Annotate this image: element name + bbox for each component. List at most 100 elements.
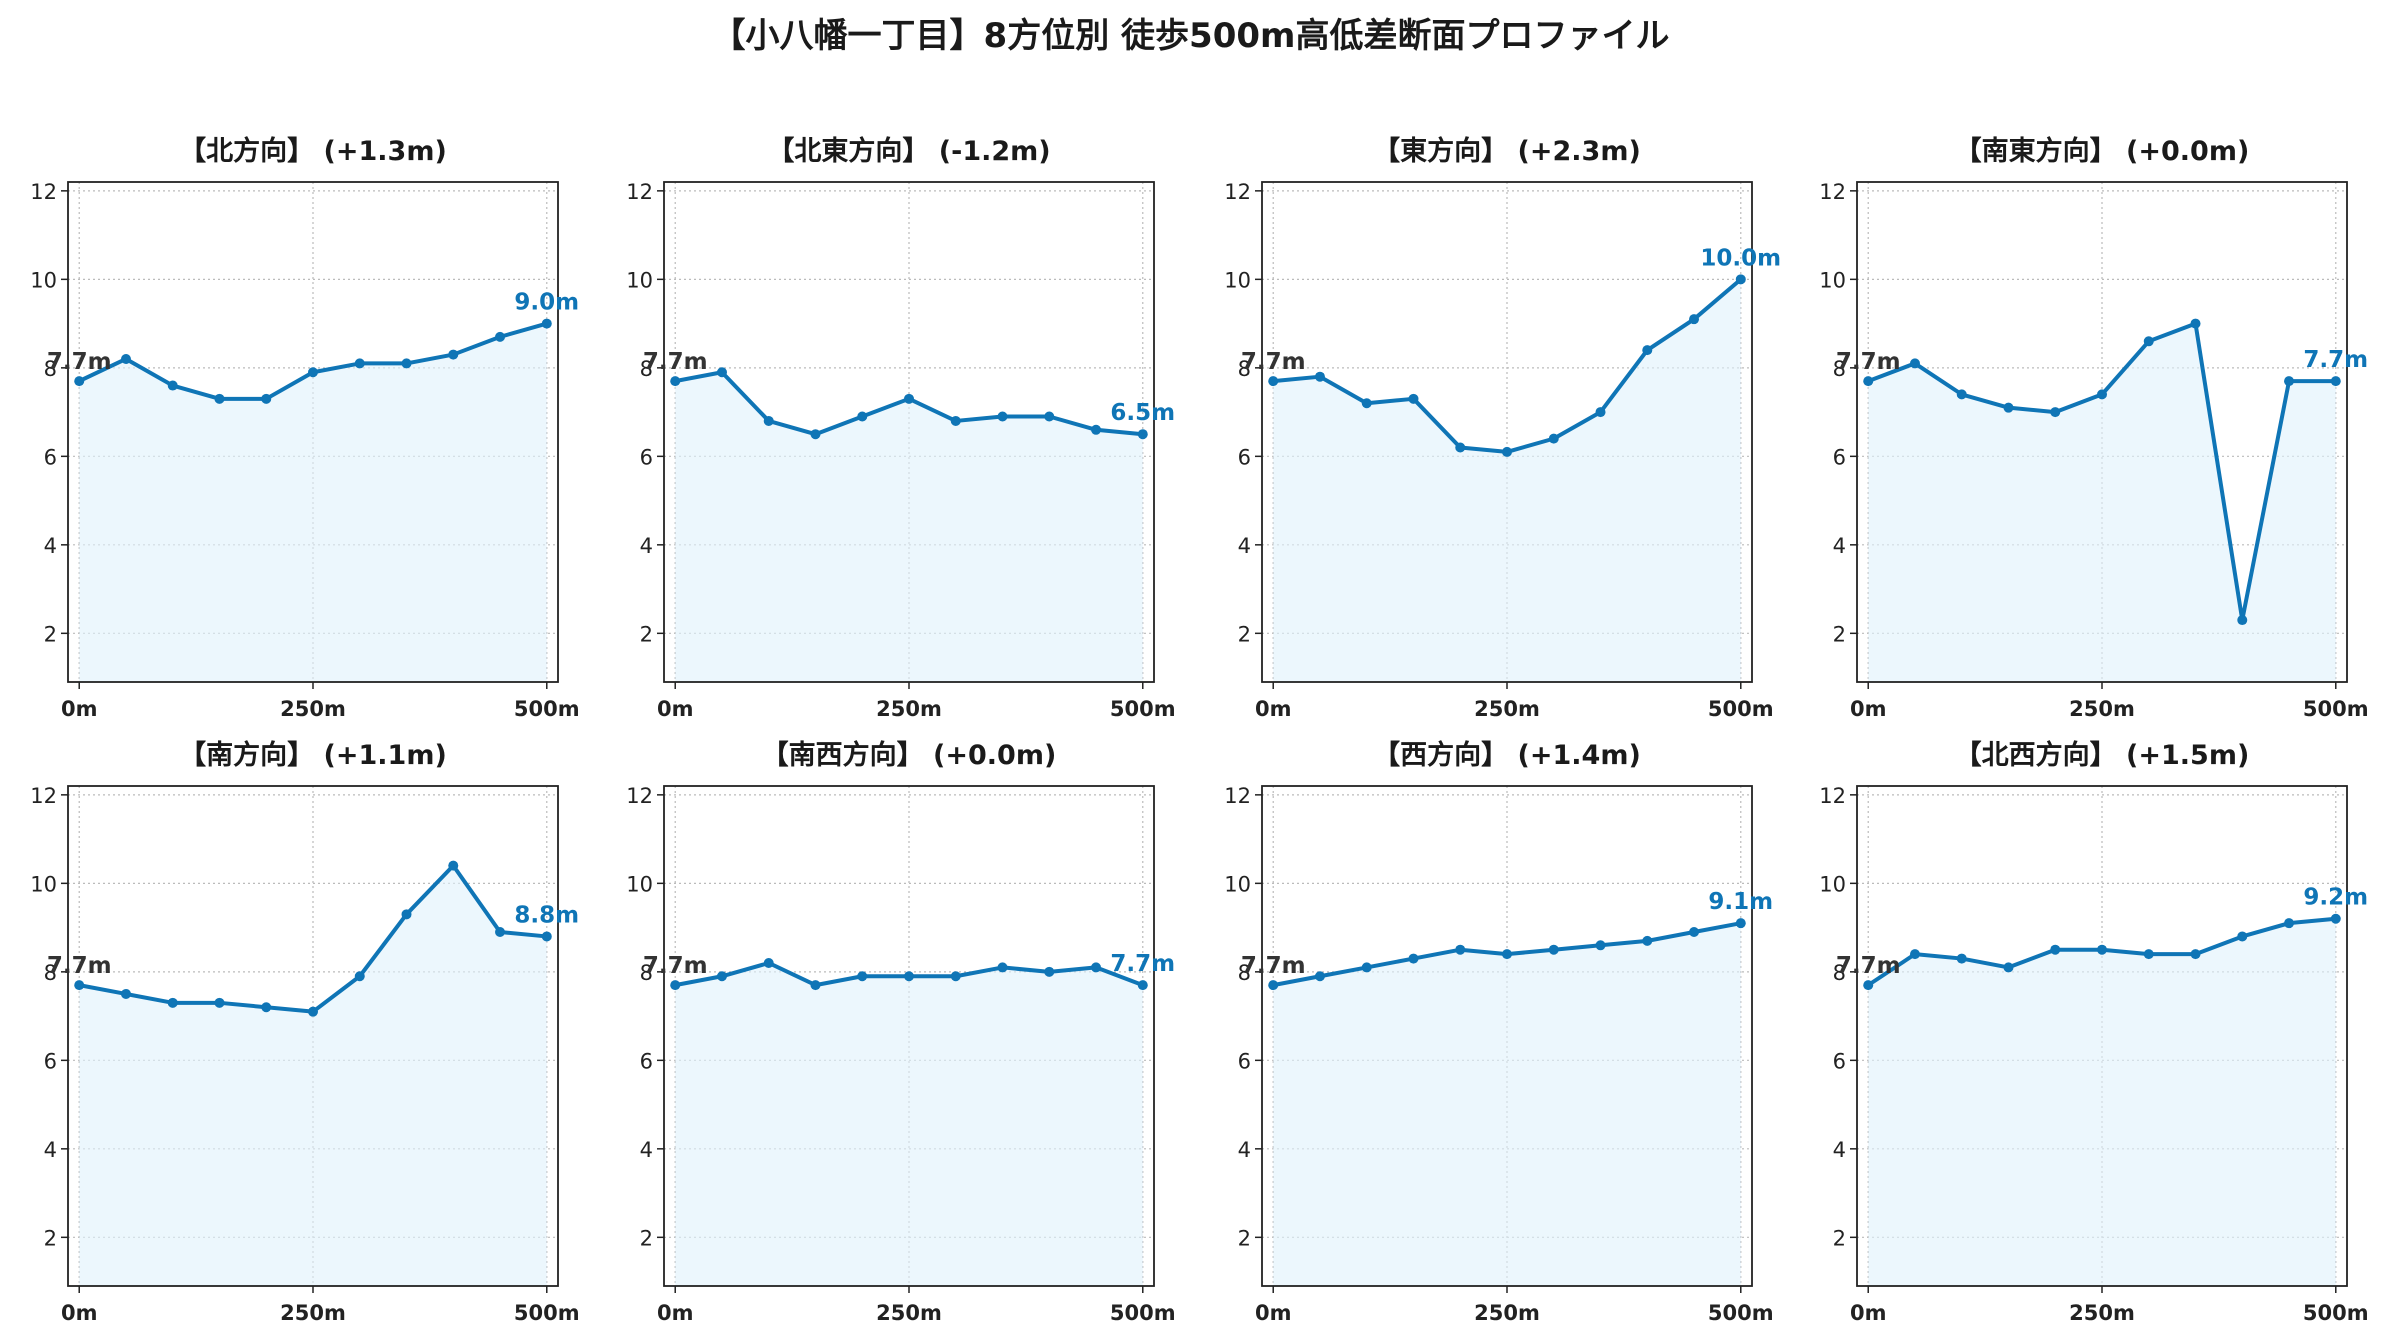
data-point [1137, 429, 1148, 440]
data-point [1455, 442, 1466, 453]
chart-panel-8: 【北西方向】 (+1.5m) 2 4 6 8 10 12 0m 250m 500m 7.7m 9.2m [1819, 739, 2368, 1325]
start-value-label: 7.7m [47, 349, 112, 375]
y-tick-label: 2 [1238, 622, 1251, 646]
y-tick-label: 8 [640, 357, 653, 381]
panel-title: 【西方向】 (+1.4m) [1373, 739, 1641, 771]
y-tick-label: 12 [626, 784, 653, 808]
panel-title: 【北西方向】 (+1.5m) [1955, 739, 2250, 771]
profile-area [1868, 323, 2336, 682]
data-point [495, 927, 506, 938]
x-tick-label: 250m [280, 697, 346, 721]
profile-area [79, 865, 547, 1286]
y-tick-label: 10 [1224, 872, 1251, 896]
x-tick-label: 0m [61, 1301, 98, 1325]
end-value-label: 9.2m [2303, 885, 2368, 911]
y-tick-label: 2 [44, 1226, 57, 1250]
data-point [2284, 918, 2295, 929]
data-point [1863, 376, 1874, 387]
data-point [1455, 944, 1466, 955]
start-value-label: 7.7m [1241, 953, 1306, 979]
data-point [120, 353, 131, 364]
y-tick-label: 2 [640, 1226, 653, 1250]
chart-panel-2: 【北東方向】 (-1.2m) 2 4 6 8 10 12 0m 250m 500m 7.7m 6.5m [626, 135, 1175, 721]
x-tick-label: 500m [1708, 1301, 1774, 1325]
y-tick-label: 2 [44, 622, 57, 646]
start-value-label: 7.7m [47, 953, 112, 979]
x-tick-label: 500m [1110, 697, 1176, 721]
start-value-label: 7.7m [1836, 349, 1901, 375]
profile-area [1273, 279, 1741, 682]
x-tick-label: 250m [876, 697, 942, 721]
y-tick-label: 6 [1833, 445, 1846, 469]
data-point [2330, 913, 2341, 924]
data-point [1091, 962, 1102, 973]
data-point [2003, 402, 2014, 413]
end-value-label: 7.7m [1110, 951, 1175, 977]
start-value-label: 7.7m [1836, 953, 1901, 979]
data-point [2190, 949, 2201, 960]
data-point [1689, 927, 1700, 938]
x-tick-label: 0m [1255, 1301, 1292, 1325]
data-point [1314, 371, 1325, 382]
data-point [1044, 411, 1055, 422]
data-point [1735, 274, 1746, 285]
data-point [2237, 615, 2248, 626]
y-tick-label: 6 [640, 445, 653, 469]
data-point [810, 429, 821, 440]
data-point [308, 367, 318, 378]
chart-panel-4: 【南東方向】 (+0.0m) 2 4 6 8 10 12 0m 250m 500m 7.7m 7.7m [1819, 135, 2368, 721]
profile-area [1868, 918, 2336, 1286]
panel-title: 【南東方向】 (+0.0m) [1955, 135, 2250, 167]
x-tick-label: 250m [876, 1301, 942, 1325]
y-tick-label: 4 [1238, 534, 1251, 558]
data-point [716, 971, 727, 982]
data-point [1268, 980, 1279, 991]
y-tick-label: 6 [44, 1049, 57, 1073]
y-tick-label: 10 [1819, 872, 1846, 896]
y-tick-label: 8 [1238, 961, 1251, 985]
x-tick-label: 0m [657, 697, 694, 721]
end-value-label: 9.0m [514, 290, 579, 316]
x-tick-label: 500m [2303, 1301, 2369, 1325]
y-tick-label: 8 [44, 357, 57, 381]
y-tick-label: 10 [30, 268, 57, 292]
end-value-label: 8.8m [514, 902, 579, 928]
data-point [448, 860, 459, 871]
data-point [997, 962, 1008, 973]
chart-panel-1: 【北方向】 (+1.3m) 2 4 6 8 10 12 0m 250m 500m 7.7m 9.0m [30, 135, 579, 721]
x-tick-label: 500m [514, 1301, 580, 1325]
y-tick-label: 8 [44, 961, 57, 985]
data-point [214, 997, 225, 1008]
x-tick-label: 500m [514, 697, 580, 721]
y-tick-label: 8 [640, 961, 653, 985]
panel-title: 【南西方向】 (+0.0m) [762, 739, 1057, 771]
data-point [857, 971, 868, 982]
profile-area [675, 962, 1143, 1286]
end-value-label: 6.5m [1110, 400, 1175, 426]
y-tick-label: 10 [626, 268, 653, 292]
data-point [261, 393, 272, 404]
y-tick-label: 6 [44, 445, 57, 469]
y-tick-label: 6 [640, 1049, 653, 1073]
data-point [857, 411, 868, 422]
y-tick-label: 4 [1238, 1138, 1251, 1162]
end-value-label: 7.7m [2303, 347, 2368, 373]
profile-area [79, 323, 547, 682]
data-point [950, 971, 961, 982]
x-tick-label: 0m [657, 1301, 694, 1325]
data-point [2237, 931, 2248, 942]
end-value-label: 9.1m [1708, 889, 1773, 915]
data-point [1502, 446, 1512, 457]
data-point [763, 415, 774, 426]
x-tick-label: 0m [1255, 697, 1292, 721]
data-point [1863, 980, 1874, 991]
y-tick-label: 12 [626, 180, 653, 204]
data-point [1044, 966, 1055, 977]
y-tick-label: 10 [626, 872, 653, 896]
chart-panel-3: 【東方向】 (+2.3m) 2 4 6 8 10 12 0m 250m 500m 7.7m 10.0m [1224, 135, 1781, 721]
data-point [1642, 935, 1653, 946]
data-point [670, 980, 681, 991]
x-tick-label: 250m [280, 1301, 346, 1325]
data-point [74, 376, 85, 387]
data-point [950, 415, 961, 426]
